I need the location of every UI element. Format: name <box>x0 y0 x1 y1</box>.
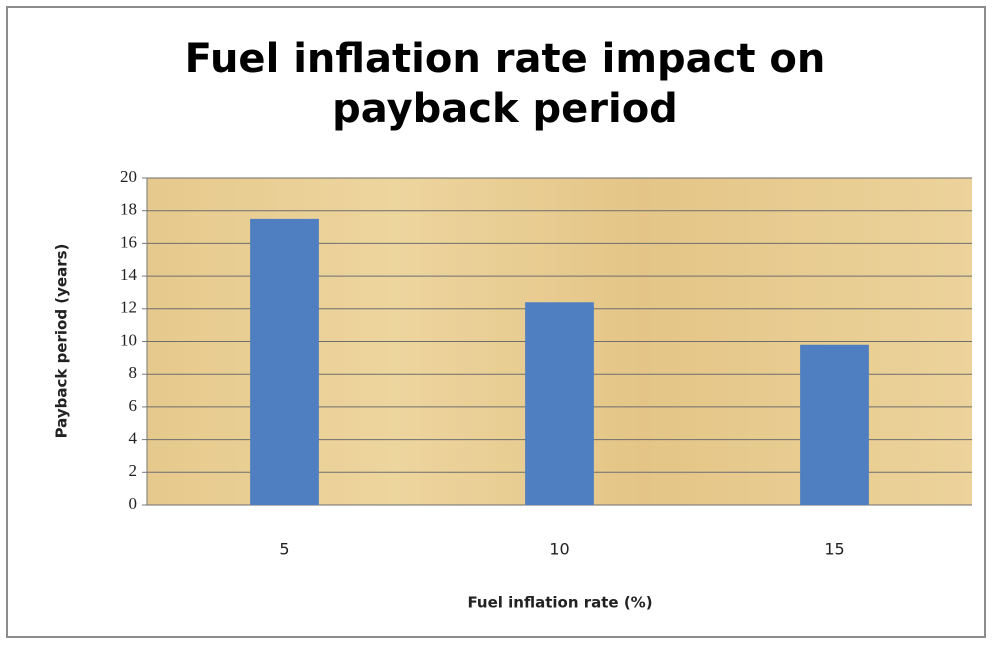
x-tick-label: 15 <box>824 540 844 559</box>
y-tick-label: 2 <box>129 461 138 480</box>
bar <box>800 344 869 505</box>
bar <box>525 302 594 505</box>
y-tick-label: 20 <box>120 167 137 186</box>
y-axis-title: Payback period (years) <box>53 244 71 439</box>
y-tick-label: 4 <box>129 429 138 448</box>
chart-title: Fuel inflation rate impact on payback pe… <box>184 36 826 132</box>
y-tick-label: 6 <box>129 396 138 415</box>
x-axis-title: Fuel inflation rate (%) <box>467 594 652 612</box>
y-tick-label: 0 <box>129 494 138 513</box>
y-tick-label: 14 <box>120 265 138 284</box>
y-tick-label: 18 <box>120 200 137 219</box>
x-tick-label: 10 <box>549 540 569 559</box>
y-tick-label: 10 <box>120 330 137 349</box>
bar <box>250 218 319 505</box>
x-tick-label: 5 <box>279 540 289 559</box>
y-tick-label: 12 <box>120 298 137 317</box>
y-tick-label: 8 <box>129 363 138 382</box>
y-tick-label: 16 <box>120 232 137 251</box>
